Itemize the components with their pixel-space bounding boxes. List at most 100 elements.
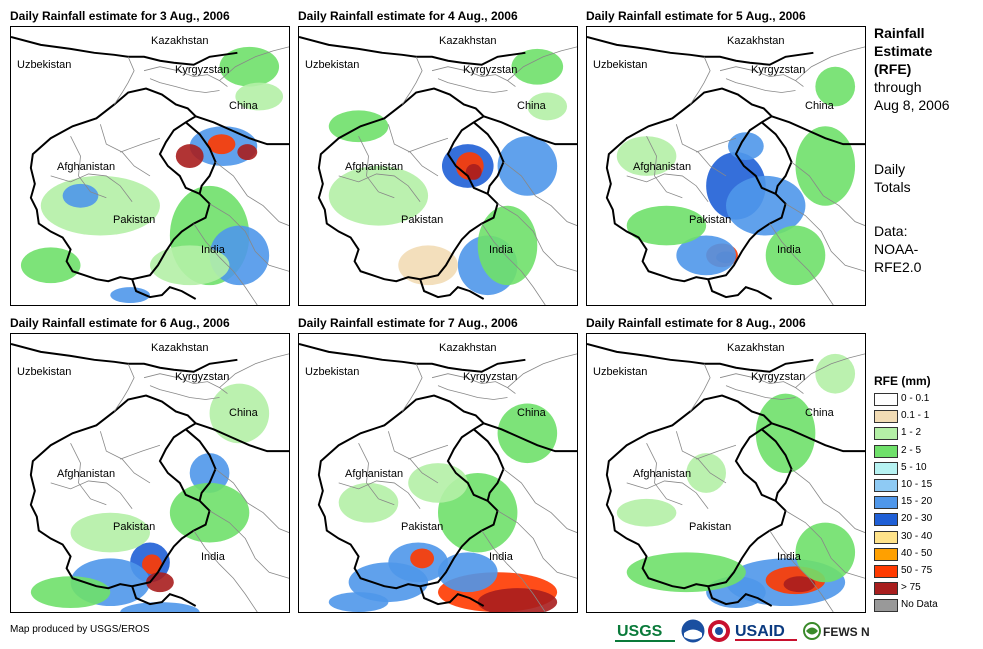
province-border	[70, 443, 107, 506]
country-label-uzbekistan: Uzbekistan	[593, 59, 648, 71]
rainfall-area	[219, 46, 280, 87]
side-data-1: Data:	[874, 223, 908, 239]
usaid-logo-text: USAID	[735, 623, 785, 640]
country-label-afghanistan: Afghanistan	[633, 161, 692, 173]
country-label-india: India	[777, 244, 801, 256]
side-data-3: RFE2.0	[874, 259, 922, 275]
province-border	[719, 373, 804, 394]
legend-swatch	[874, 599, 898, 613]
side-title-2: Estimate	[874, 43, 933, 59]
province-border	[626, 480, 709, 509]
province-border	[785, 203, 865, 272]
province-border	[219, 353, 289, 388]
rainfall-area	[616, 136, 677, 176]
province-border	[143, 373, 228, 394]
rainfall-area	[142, 554, 162, 575]
legend-label: > 75	[901, 582, 921, 594]
province-border	[338, 480, 421, 509]
country-label-kazakhstan: Kazakhstan	[439, 35, 497, 47]
legend-label: 20 - 30	[901, 513, 933, 525]
rainfall-map: Kazakhstan Uzbekistan Kyrgyzstan China Afgha…	[298, 26, 578, 306]
province-border	[113, 363, 135, 412]
legend-label: 40 - 50	[901, 547, 933, 559]
country-label-kyrgyzstan: Kyrgyzstan	[463, 64, 518, 76]
province-border	[719, 66, 804, 87]
country-label-pakistan: Pakistan	[401, 214, 444, 226]
rainfall-area	[511, 48, 564, 85]
country-label-pakistan: Pakistan	[401, 521, 444, 533]
province-border	[408, 137, 449, 153]
country-border	[131, 278, 197, 300]
province-border	[675, 431, 727, 484]
rainfall-area	[497, 403, 558, 464]
rainfall-area	[626, 205, 707, 246]
province-border	[437, 385, 508, 400]
country-label-uzbekistan: Uzbekistan	[305, 59, 360, 71]
rainfall-area	[616, 498, 677, 527]
country-label-afghanistan: Afghanistan	[345, 161, 404, 173]
province-border	[209, 203, 289, 272]
province-border	[120, 137, 161, 153]
country-label-uzbekistan: Uzbekistan	[17, 59, 72, 71]
usaid-logo: USAID	[735, 618, 799, 644]
country-border	[419, 278, 485, 300]
country-border	[707, 278, 773, 300]
legend-label: 15 - 20	[901, 496, 933, 508]
province-border	[795, 353, 865, 388]
province-border	[387, 431, 439, 484]
province-border	[387, 124, 439, 177]
legend-swatch	[874, 547, 898, 561]
rainfall-area	[815, 66, 856, 107]
province-border	[431, 373, 516, 394]
country-label-kazakhstan: Kazakhstan	[727, 342, 785, 354]
country-border	[587, 35, 814, 66]
country-border	[195, 422, 289, 453]
province-border	[149, 78, 220, 93]
country-label-kyrgyzstan: Kyrgyzstan	[175, 371, 230, 383]
province-border	[431, 66, 516, 87]
country-label-kazakhstan: Kazakhstan	[727, 35, 785, 47]
rainfall-map: Kazakhstan Uzbekistan Kyrgyzstan China Afgha…	[10, 26, 290, 306]
legend-swatch	[874, 444, 898, 458]
country-border	[11, 35, 238, 66]
province-border	[358, 136, 395, 199]
country-label-uzbekistan: Uzbekistan	[305, 366, 360, 378]
province-border	[507, 46, 577, 81]
panel-title: Daily Rainfall estimate for 5 Aug., 2006	[586, 9, 806, 23]
country-label-afghanistan: Afghanistan	[57, 161, 116, 173]
side-title-3: (RFE)	[874, 61, 912, 77]
rainfall-area	[338, 482, 399, 523]
country-border	[317, 394, 499, 590]
rainfall-area	[815, 353, 856, 394]
country-border	[483, 115, 577, 146]
country-label-afghanistan: Afghanistan	[345, 468, 404, 480]
country-label-kyrgyzstan: Kyrgyzstan	[175, 64, 230, 76]
rainfall-area	[30, 576, 111, 609]
legend-swatch	[874, 393, 898, 406]
country-label-india: India	[489, 551, 513, 563]
country-label-china: China	[517, 100, 546, 112]
legend-title: RFE (mm)	[874, 374, 931, 388]
province-border	[689, 56, 711, 105]
rainfall-area	[465, 164, 482, 180]
province-border	[401, 56, 423, 105]
legend-label: 10 - 15	[901, 479, 933, 490]
province-border	[646, 443, 683, 506]
province-border	[358, 443, 395, 506]
rainfall-area	[497, 136, 558, 196]
legend-swatch	[874, 530, 898, 544]
legend-swatch	[874, 479, 898, 492]
province-border	[785, 510, 865, 579]
country-border	[195, 115, 289, 146]
rainfall-area	[189, 453, 230, 493]
rainfall-area	[626, 552, 746, 593]
rainfall-area	[175, 144, 204, 168]
side-totals-1: Daily	[874, 161, 906, 177]
country-border	[299, 35, 526, 66]
province-border	[215, 468, 289, 533]
country-label-kyrgyzstan: Kyrgyzstan	[463, 371, 518, 383]
province-border	[626, 173, 709, 202]
legend-label: 1 - 2	[901, 427, 922, 439]
legend-label: 50 - 75	[901, 565, 933, 576]
province-border	[143, 66, 228, 87]
